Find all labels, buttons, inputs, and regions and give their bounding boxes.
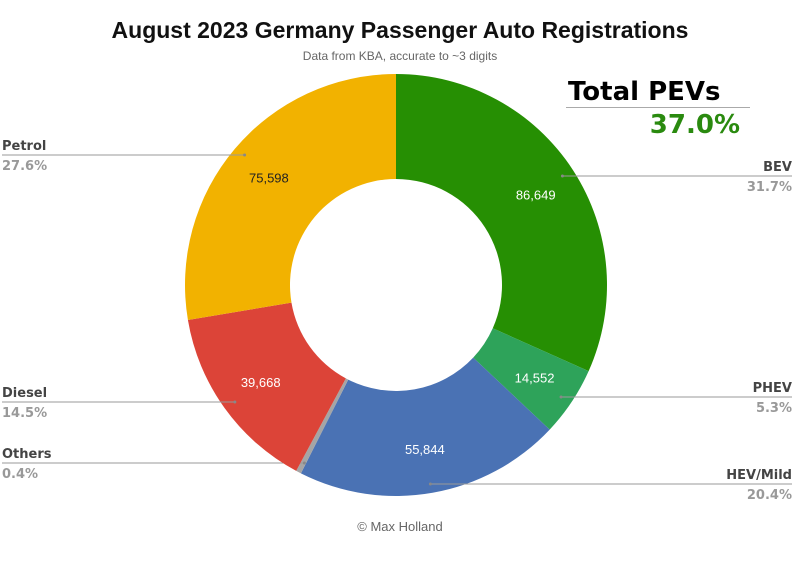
chart-title: August 2023 Germany Passenger Auto Regis… xyxy=(111,17,689,43)
credit-footer: © Max Holland xyxy=(357,519,443,534)
value-label-petrol: 75,598 xyxy=(249,170,289,185)
label-percent-others: 0.4% xyxy=(2,467,38,482)
total-pev-value: 37.0% xyxy=(649,110,740,140)
label-name-phev: PHEV xyxy=(753,381,792,396)
label-percent-petrol: 27.6% xyxy=(2,159,47,174)
slice-bev xyxy=(396,74,607,372)
slice-hev-mild xyxy=(300,357,550,496)
slice-others xyxy=(296,378,349,474)
label-name-hev-mild: HEV/Mild xyxy=(726,468,792,483)
slice-petrol xyxy=(185,74,396,320)
label-percent-diesel: 14.5% xyxy=(2,406,47,421)
label-percent-bev: 31.7% xyxy=(747,180,792,195)
total-pev-annotation: Total PEVs 37.0% xyxy=(566,77,750,142)
slice-diesel xyxy=(187,302,346,471)
leader-dot-hev-mild xyxy=(428,482,432,486)
total-pev-title: Total PEVs xyxy=(566,77,750,108)
value-label-diesel: 39,668 xyxy=(241,375,281,390)
value-label-bev: 86,649 xyxy=(516,187,556,202)
slice-phev xyxy=(473,328,589,430)
leader-dot-phev xyxy=(559,395,563,399)
leader-dot-petrol xyxy=(243,153,247,157)
label-percent-hev-mild: 20.4% xyxy=(747,488,792,503)
value-label-phev: 14,552 xyxy=(515,370,555,385)
label-name-bev: BEV xyxy=(763,160,792,175)
label-name-petrol: Petrol xyxy=(2,139,46,154)
leader-dot-bev xyxy=(560,174,564,178)
value-label-hev-mild: 55,844 xyxy=(405,442,445,457)
leader-dot-diesel xyxy=(233,400,237,404)
leader-dot-others xyxy=(302,461,306,465)
label-percent-phev: 5.3% xyxy=(756,401,792,416)
label-name-diesel: Diesel xyxy=(2,386,47,401)
label-name-others: Others xyxy=(2,447,52,462)
chart-subtitle: Data from KBA, accurate to ~3 digits xyxy=(302,49,498,63)
